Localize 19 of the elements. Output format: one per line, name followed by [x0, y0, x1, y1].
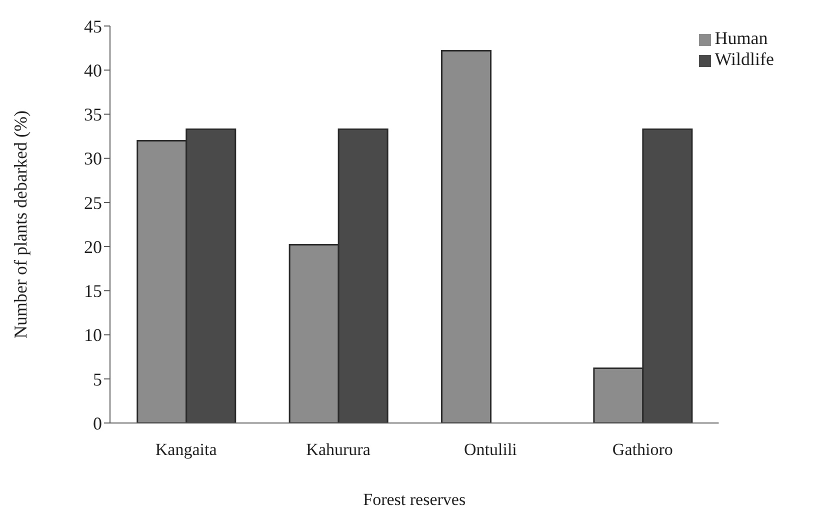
- y-tick-label: 30: [84, 148, 102, 169]
- y-tick-label: 15: [84, 281, 102, 302]
- bar: [441, 50, 492, 423]
- y-axis-title: Number of plants debarked (%): [10, 110, 30, 338]
- y-tick-label: 5: [93, 369, 102, 390]
- legend-label: Human: [714, 28, 768, 48]
- y-tick-label: 35: [84, 104, 102, 125]
- y-tick-label: 10: [84, 325, 102, 346]
- y-tick-label: 25: [84, 192, 102, 213]
- x-tick-label: Gathioro: [612, 440, 673, 460]
- y-tick-label: 0: [93, 413, 102, 434]
- x-axis-title: Forest reserves: [363, 490, 466, 509]
- y-tick-label: 45: [84, 16, 102, 36]
- x-tick-label: Kangaita: [155, 440, 218, 460]
- y-tick-label: 20: [84, 236, 102, 257]
- y-tick-label: 40: [84, 60, 102, 80]
- legend-label: Wildlife: [714, 49, 774, 69]
- x-tick-label: Kahurura: [306, 440, 371, 460]
- x-tick-label: Ontulili: [464, 440, 518, 460]
